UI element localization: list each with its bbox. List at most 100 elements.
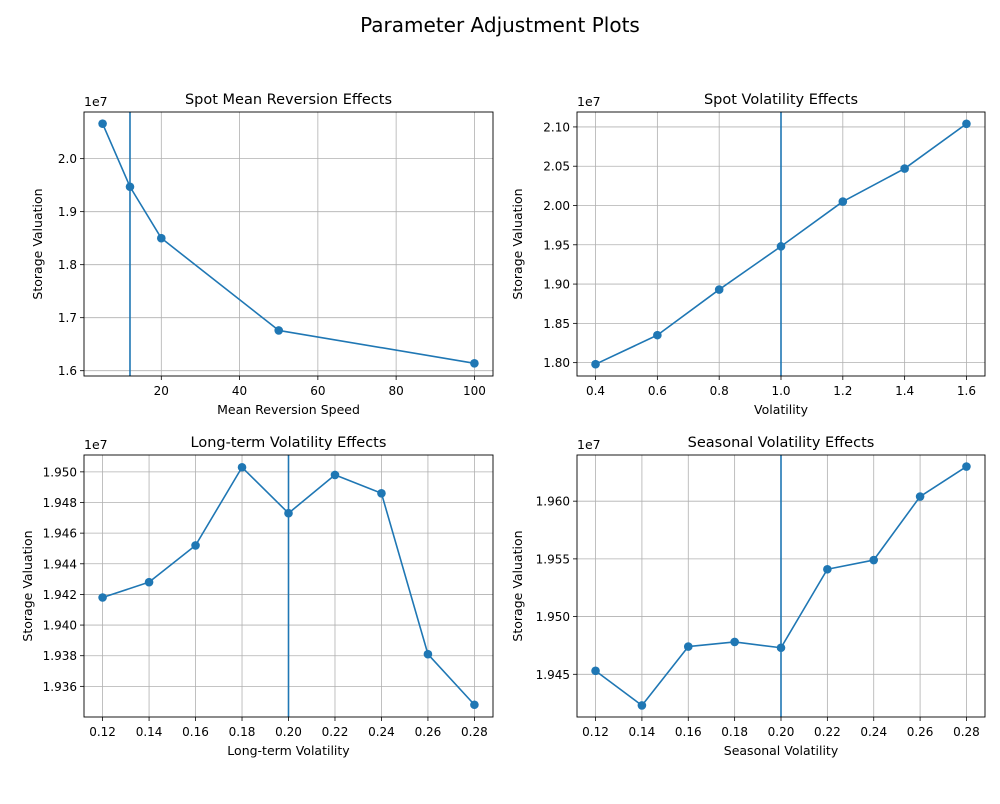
y-axis-label: Storage Valuation <box>510 530 525 641</box>
x-tick-label: 80 <box>388 384 403 398</box>
x-axis-label: Long-term Volatility <box>227 743 350 758</box>
y-tick-label: 1.9 <box>58 205 77 219</box>
x-tick-label: 0.26 <box>907 725 934 739</box>
y-tick-label: 2.00 <box>543 199 570 213</box>
y-tick-label: 1.80 <box>543 356 570 370</box>
data-point <box>377 489 386 498</box>
data-point <box>591 359 600 369</box>
y-tick-label: 1.95 <box>543 238 570 252</box>
chart-title: Spot Mean Reversion Effects <box>185 92 392 108</box>
chart-title: Spot Volatility Effects <box>704 92 858 108</box>
x-tick-label: 0.14 <box>629 725 656 739</box>
x-tick-label: 0.24 <box>860 725 887 739</box>
x-tick-label: 0.20 <box>275 725 302 739</box>
x-axis-label: Seasonal Volatility <box>724 743 839 758</box>
x-tick-label: 1.4 <box>895 384 914 398</box>
x-tick-label: 20 <box>154 384 169 398</box>
x-tick-label: 0.28 <box>953 725 980 739</box>
axes-frame <box>576 454 986 718</box>
data-point <box>470 700 479 710</box>
y-tick-label: 1.90 <box>543 278 570 292</box>
x-tick-label: 100 <box>463 384 486 398</box>
y-tick-label: 2.0 <box>58 152 77 166</box>
chart-2: 0.4 0.6 0.8 1.0 1.2 1.4 1.6 1.80 1.85 1.90 1.95 2.0… <box>510 92 986 417</box>
data-point <box>125 182 135 192</box>
data-point <box>591 666 600 676</box>
x-tick-label: 0.26 <box>415 725 442 739</box>
data-point <box>330 470 340 480</box>
y-axis-label: Storage Valuation <box>510 188 525 299</box>
x-tick-label: 0.16 <box>675 725 702 739</box>
axes-frame <box>83 111 494 377</box>
data-point <box>962 119 971 129</box>
data-point <box>714 285 724 294</box>
x-tick-label: 1.6 <box>957 384 976 398</box>
x-tick-label: 0.16 <box>182 725 209 739</box>
y-offset-label: 1e7 <box>577 94 601 109</box>
x-tick-label: 0.22 <box>814 725 841 739</box>
y-tick-label: 1.945 <box>536 668 570 682</box>
chart-3: 0.12 0.14 0.16 0.18 0.20 0.22 0.24 0.26 0.28 1.93… <box>20 435 494 758</box>
series-line <box>101 123 475 365</box>
x-tick-label: 0.4 <box>586 384 605 398</box>
y-tick-label: 1.942 <box>43 588 77 602</box>
data-point <box>98 593 107 602</box>
axes-frame <box>83 454 494 718</box>
data-point <box>237 462 247 472</box>
data-point <box>730 637 739 647</box>
x-tick-label: 0.8 <box>710 384 729 398</box>
x-tick-label: 0.20 <box>768 725 795 739</box>
y-tick-label: 1.938 <box>43 649 77 663</box>
x-tick-label: 0.6 <box>648 384 667 398</box>
data-point <box>823 564 832 574</box>
y-tick-label: 1.7 <box>58 311 77 325</box>
y-tick-label: 1.946 <box>43 527 77 541</box>
y-tick-label: 1.8 <box>58 258 77 272</box>
data-point <box>98 119 107 128</box>
y-tick-label: 1.85 <box>543 317 570 331</box>
data-point <box>653 330 662 340</box>
chart-title: Seasonal Volatility Effects <box>688 435 875 451</box>
x-tick-label: 0.22 <box>322 725 349 739</box>
y-offset-label: 1e7 <box>577 437 601 452</box>
data-point <box>470 358 479 368</box>
data-point <box>423 649 433 659</box>
x-tick-label: 0.28 <box>461 725 488 739</box>
axes-frame <box>576 111 986 377</box>
x-tick-label: 0.24 <box>368 725 395 739</box>
y-offset-label: 1e7 <box>84 437 108 452</box>
y-tick-label: 1.6 <box>58 364 77 378</box>
x-tick-label: 60 <box>310 384 325 398</box>
x-axis-label: Volatility <box>754 402 809 417</box>
data-point <box>144 577 154 587</box>
x-tick-label: 40 <box>232 384 247 398</box>
data-point <box>637 701 647 710</box>
data-point <box>900 164 909 173</box>
x-axis-label: Mean Reversion Speed <box>217 402 360 417</box>
y-tick-label: 1.950 <box>536 610 570 624</box>
chart-title: Long-term Volatility Effects <box>191 435 387 451</box>
y-tick-label: 1.944 <box>43 557 77 571</box>
data-point <box>274 326 284 335</box>
data-point <box>776 242 786 251</box>
y-tick-label: 1.960 <box>536 495 570 509</box>
data-point <box>776 643 786 653</box>
y-tick-label: 1.948 <box>43 496 77 510</box>
x-tick-label: 1.2 <box>833 384 852 398</box>
chart-4: 0.12 0.14 0.16 0.18 0.20 0.22 0.24 0.26 0.28 1.94… <box>510 435 986 758</box>
y-tick-label: 1.936 <box>43 680 77 694</box>
y-tick-label: 2.10 <box>543 120 570 134</box>
x-tick-label: 0.18 <box>721 725 748 739</box>
y-axis-label: Storage Valuation <box>20 530 35 641</box>
chart-1: 20 40 60 80 100 1.6 1.7 1.8 1.9 2.0 Spot Mean Reve… <box>30 92 494 417</box>
y-axis-label: Storage Valuation <box>30 188 45 299</box>
y-tick-label: 1.955 <box>536 552 570 566</box>
x-tick-label: 0.12 <box>582 725 609 739</box>
figure-suptitle: Parameter Adjustment Plots <box>360 13 640 37</box>
y-tick-label: 2.05 <box>543 160 570 174</box>
data-point <box>156 233 166 243</box>
data-point <box>915 492 925 501</box>
x-tick-label: 1.0 <box>771 384 790 398</box>
y-tick-label: 1.950 <box>43 465 77 479</box>
